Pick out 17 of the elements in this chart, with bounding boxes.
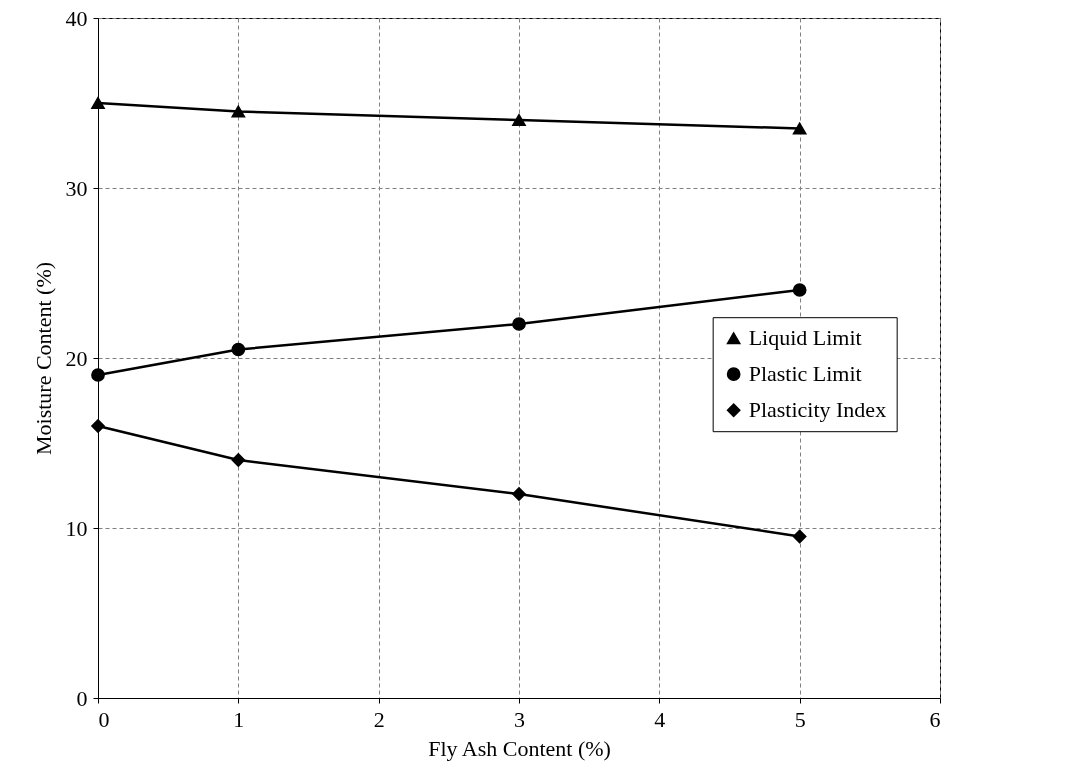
y-tick-label: 40	[65, 5, 88, 31]
x-tick-label: 0	[98, 706, 110, 732]
x-tick-label: 5	[794, 706, 806, 732]
x-tick-label: 4	[654, 706, 666, 732]
y-axis-title: Moisture Content (%)	[30, 261, 56, 456]
legend-label: Plasticity Index	[748, 397, 887, 423]
y-tick-label: 30	[65, 175, 88, 201]
x-tick-label: 1	[233, 706, 245, 732]
y-tick-label: 10	[65, 515, 88, 541]
x-tick-label: 2	[373, 706, 385, 732]
y-tick-label: 0	[76, 685, 88, 711]
legend-label: Liquid Limit	[748, 325, 862, 351]
x-axis-title: Fly Ash Content (%)	[428, 735, 611, 761]
x-tick-label: 6	[929, 706, 941, 732]
x-tick-label: 3	[514, 706, 525, 732]
y-tick-label: 20	[65, 345, 88, 371]
legend-label: Plastic Limit	[748, 361, 862, 387]
